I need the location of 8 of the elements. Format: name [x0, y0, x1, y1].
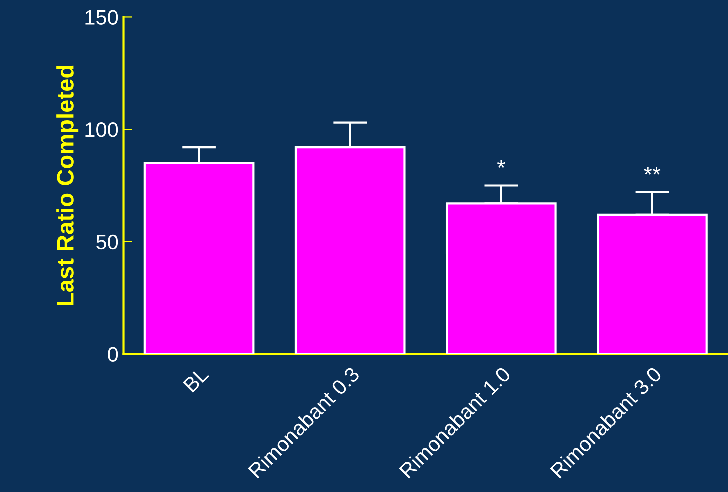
y-tick-label: 0: [108, 347, 118, 362]
annotation: **: [644, 167, 661, 175]
x-tick-label: BL: [183, 366, 210, 393]
y-tick-label: 150: [86, 10, 118, 25]
y-axis-title: Last Ratio Completed: [56, 66, 79, 306]
annotation: *: [497, 160, 506, 168]
y-tick-label: 100: [86, 122, 118, 138]
y-tick-label: 50: [96, 234, 118, 250]
